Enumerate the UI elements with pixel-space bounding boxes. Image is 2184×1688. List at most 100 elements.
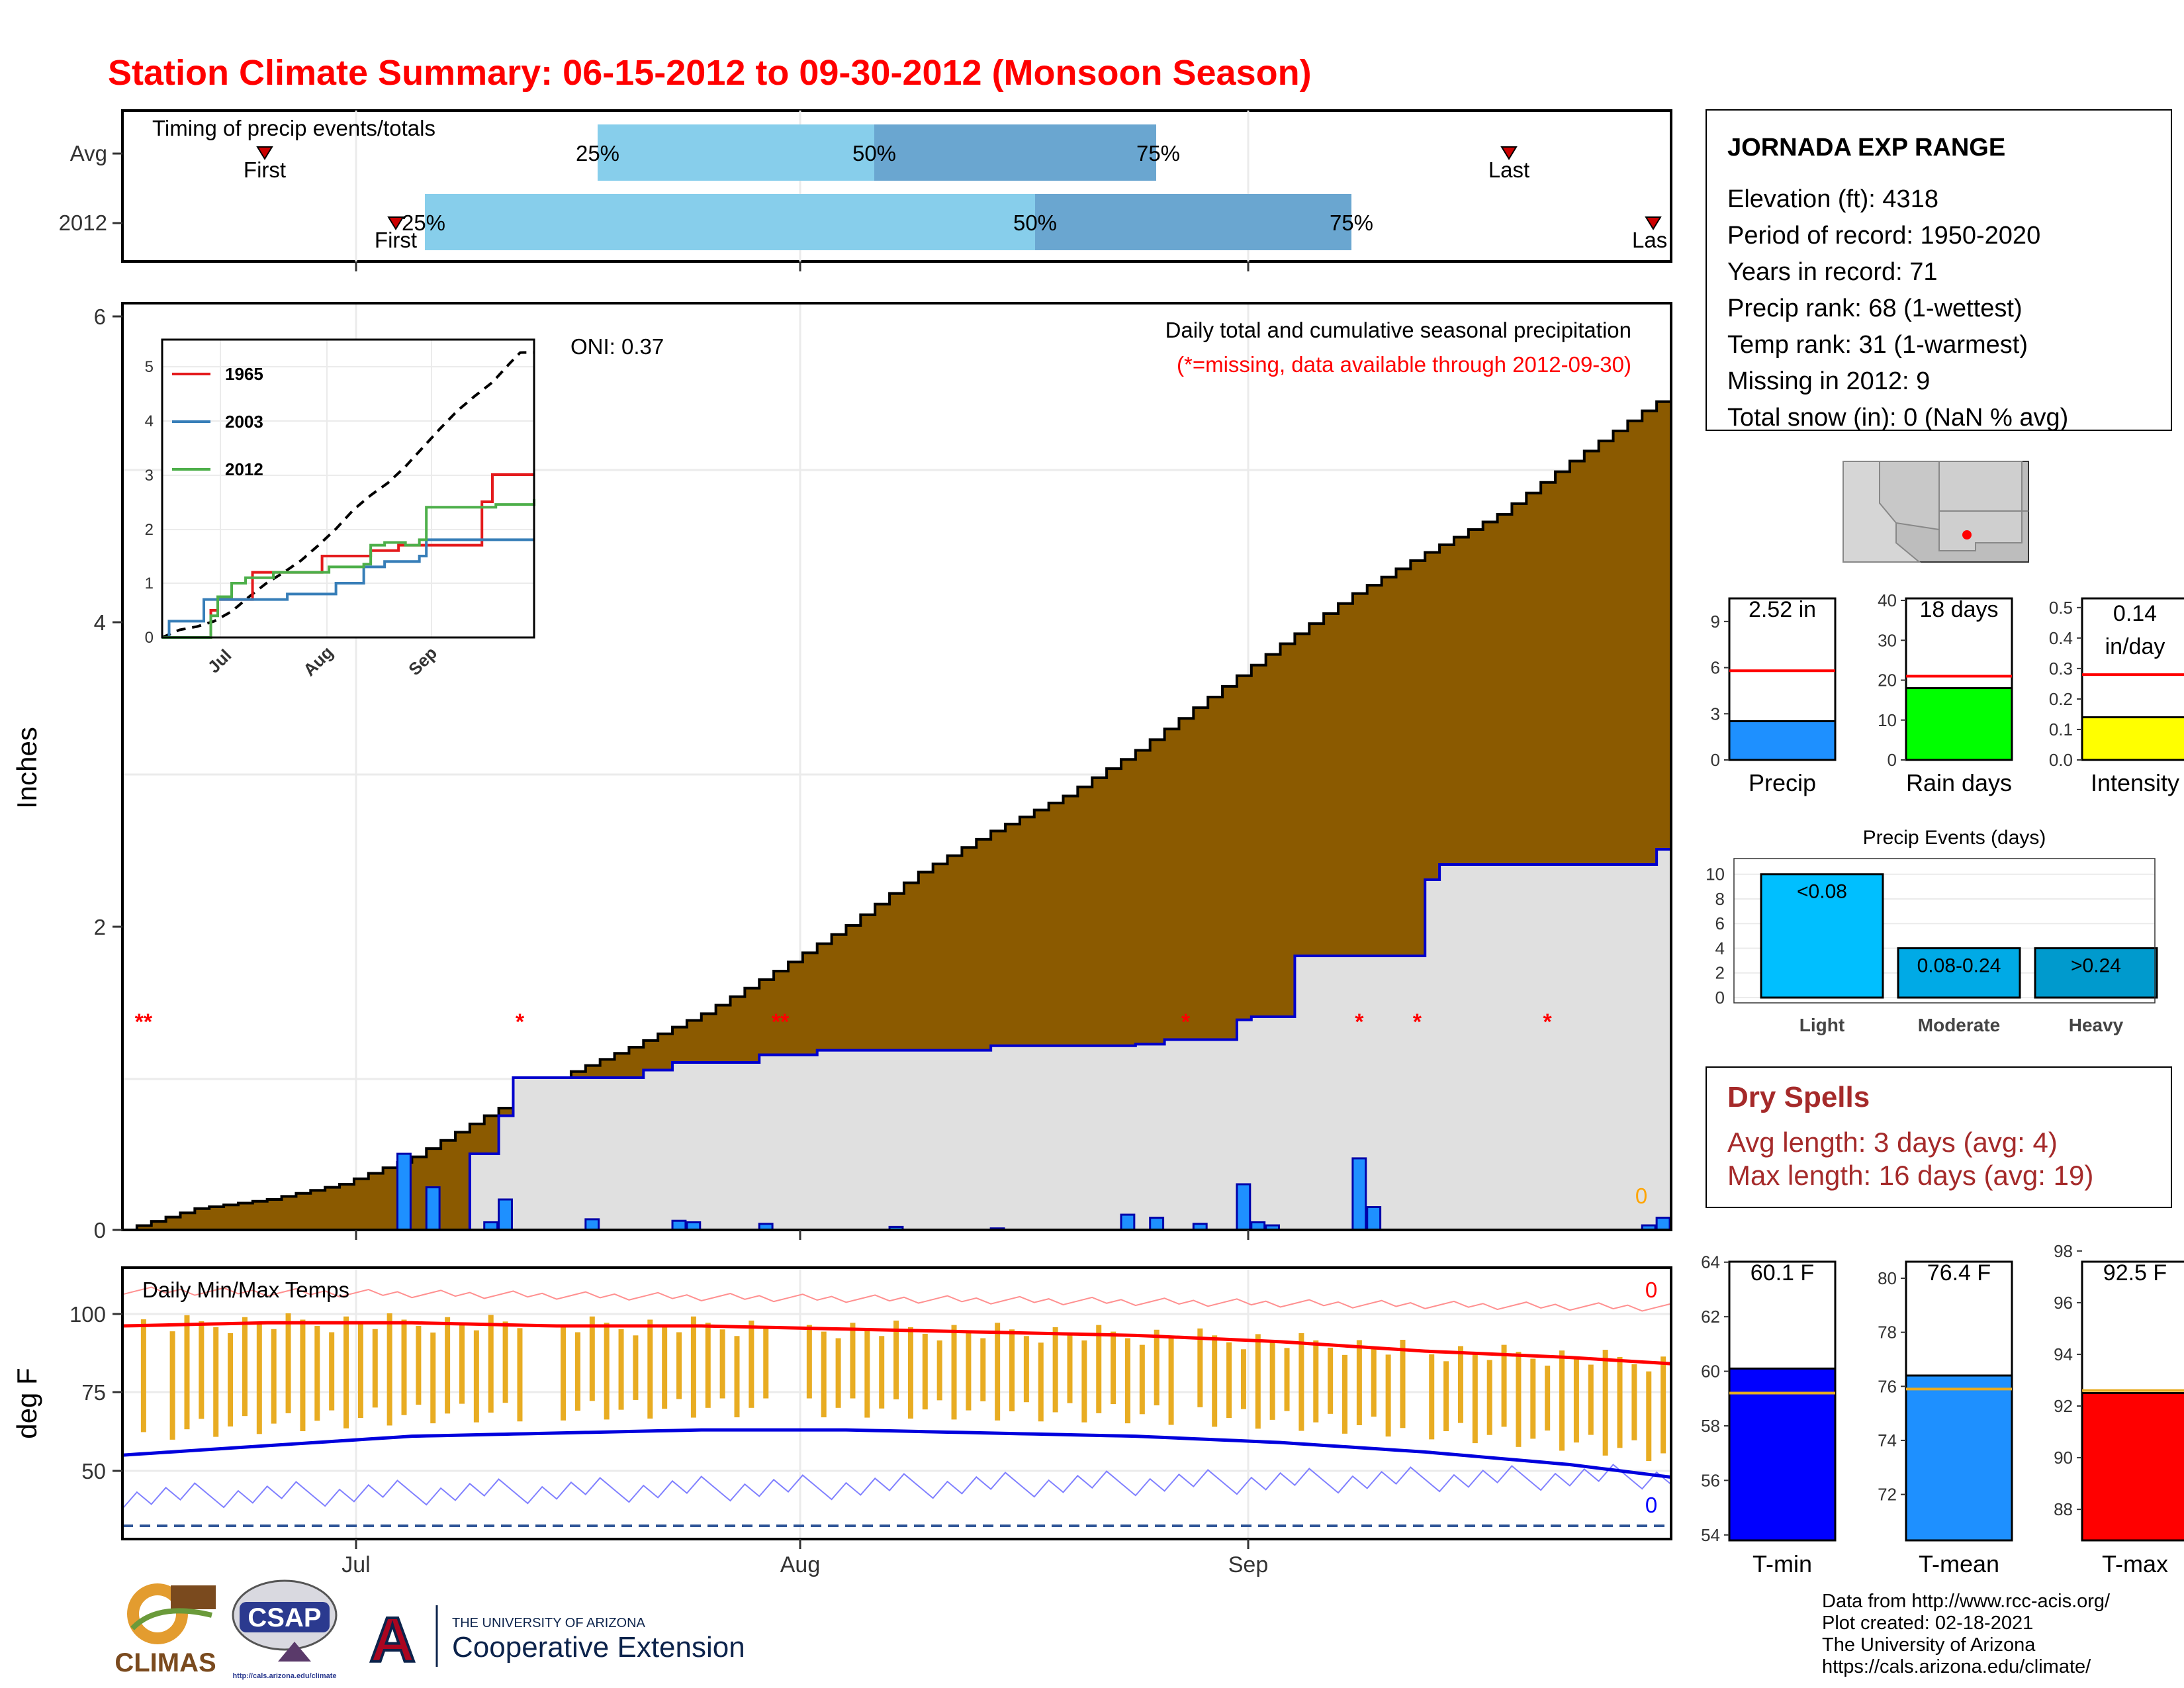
- daily-temp-range-bar: [1298, 1333, 1304, 1431]
- mini-category-label: Precip: [1749, 769, 1816, 796]
- events-bars: <0.08 0.08-0.24 >0.24: [1760, 873, 2158, 999]
- timing-avg-bar-q2: [874, 124, 1156, 181]
- daily-temp-range-bar: [1385, 1354, 1391, 1437]
- temp-mini-category-label: T-mean: [1919, 1550, 1999, 1577]
- footer-line-2: Plot created: 02-18-2021: [1822, 1613, 2033, 1634]
- average-max-line: [122, 1321, 1672, 1366]
- daily-temp-range-bar: [1284, 1348, 1290, 1411]
- missing-markers: ** * ** * * * *: [135, 1009, 1553, 1035]
- timing-2012-bar-q2: [1035, 194, 1351, 250]
- temp-mini-ytick: 56: [1701, 1470, 1720, 1490]
- daily-temp-range-bar: [734, 1336, 740, 1418]
- daily-temp-range-bar: [1472, 1352, 1478, 1444]
- temp-ytick-75: 75: [81, 1380, 106, 1405]
- ua-logo-line-2: Cooperative Extension: [452, 1631, 745, 1664]
- daily-temp-range-bar: [676, 1332, 682, 1399]
- inset-ytick-0: 0: [145, 629, 154, 647]
- timing-2012-bar-q1: [425, 194, 1035, 250]
- daily-temp-range-bar: [1313, 1340, 1319, 1423]
- daily-temp-range-bar: [1081, 1340, 1087, 1423]
- daily-temp-range-bar: [835, 1338, 841, 1408]
- temperature-panel: Daily Min/Max Temps 0 0 deg F 50 75 100 …: [11, 261, 1672, 1577]
- precip-frame: [121, 302, 1672, 1231]
- mini-ytick: 3: [1711, 704, 1720, 724]
- precip-ytick-2: 2: [94, 915, 106, 939]
- daily-temp-range-bar: [1255, 1334, 1261, 1429]
- temp-frame: [121, 1266, 1672, 1540]
- daily-temp-range-bar: [1501, 1344, 1507, 1427]
- mini-bar-rain-days: [1905, 687, 2013, 761]
- station-snow: Total snow (in): 0 (NaN % avg): [1727, 404, 2068, 432]
- location-map: [1843, 461, 2029, 563]
- inset-legend-2012: 2012: [225, 459, 263, 479]
- temp-mini-ytick: 72: [1878, 1485, 1897, 1505]
- precip-zero-count: 0: [1635, 1184, 1647, 1208]
- temp-mini-ytick: 60: [1701, 1362, 1720, 1382]
- inset-chart: 0 1 2 3 4 5 Jul Aug Sep 1965 2003 2012: [145, 338, 535, 680]
- daily-temp-range-bar: [357, 1323, 363, 1419]
- daily-temp-range-bar: [430, 1333, 436, 1424]
- daily-temp-range-bar: [1661, 1356, 1666, 1454]
- record-max-line: [122, 1286, 1672, 1312]
- mini-ytick: 0.5: [2049, 598, 2073, 618]
- timing-2012-p25: 25%: [402, 211, 445, 235]
- daily-temp-range-bar: [1588, 1364, 1594, 1435]
- temp-mini-ytick: 80: [1878, 1268, 1897, 1288]
- daily-temp-range-bar: [966, 1331, 972, 1411]
- daily-precip-bar: [1120, 1213, 1136, 1231]
- temp-mini-ytick: 62: [1701, 1307, 1720, 1327]
- inset-legend-2003: 2003: [225, 412, 263, 432]
- daily-temp-range-bar: [401, 1319, 407, 1415]
- temp-mini-ytick: 64: [1701, 1252, 1720, 1272]
- inset-frame: [161, 338, 535, 639]
- precip-ytick-0: 0: [94, 1218, 106, 1243]
- daily-temp-range-bar: [1052, 1327, 1058, 1413]
- timing-avg-p50: 50%: [852, 141, 896, 165]
- daily-temp-range-bar: [604, 1323, 610, 1420]
- precip-legend-title: Daily total and cumulative seasonal prec…: [1165, 318, 1631, 342]
- events-bar-light: [1760, 873, 1884, 999]
- mini-ytick: 10: [1878, 710, 1897, 730]
- timing-panel: Timing of precip events/totals Avg 2012 …: [59, 109, 1672, 263]
- footer-line-3: The University of Arizona: [1822, 1634, 2036, 1656]
- mini-ytick: 9: [1711, 612, 1720, 632]
- mini-ytick: 0.2: [2049, 689, 2073, 709]
- missing-marker: *: [516, 1009, 525, 1035]
- daily-temp-range-bar: [140, 1319, 146, 1432]
- daily-temp-range-bar: [1038, 1342, 1044, 1422]
- daily-temp-range-bar: [864, 1329, 870, 1418]
- daily-temp-range-bar: [850, 1323, 856, 1399]
- precip-ytick-4: 4: [94, 610, 106, 635]
- dry-spells-frame: [1706, 1066, 2172, 1208]
- daily-precip-bar: [1149, 1217, 1165, 1231]
- daily-temp-range-bar: [705, 1323, 711, 1408]
- daily-temp-range-bar: [1559, 1350, 1565, 1451]
- mini-bar-intensity: [2081, 716, 2184, 761]
- daily-temp-range-bar: [633, 1335, 639, 1400]
- events-bar-heavy: [2034, 947, 2158, 999]
- daily-temp-range-bar: [1067, 1333, 1073, 1403]
- temp-frame-bg: [122, 1268, 1671, 1539]
- mini-value-label: 0.14: [2113, 601, 2157, 626]
- daily-temp-range-bar: [936, 1340, 942, 1401]
- temp-mini-value-label: 92.5 F: [2103, 1260, 2167, 1286]
- inset-average-line: [161, 351, 534, 639]
- events-bar-label: >0.24: [2071, 955, 2121, 976]
- daily-precip-bar: [1366, 1206, 1382, 1231]
- timing-avg-last-label: Last: [1488, 158, 1529, 182]
- events-xlabel: Moderate: [1918, 1015, 2000, 1035]
- daily-temp-range-bar: [271, 1329, 277, 1424]
- timing-avg-last-marker: [1500, 146, 1518, 160]
- daily-temp-range-bar: [561, 1326, 567, 1421]
- timing-2012-first-marker: [387, 216, 404, 230]
- daily-temp-range-bar: [1212, 1335, 1218, 1427]
- daily-temp-range-bar: [922, 1333, 928, 1410]
- timing-row-avg: Avg: [70, 141, 107, 165]
- daily-temp-range-bar: [1154, 1329, 1160, 1405]
- daily-precip-bar: [396, 1152, 412, 1231]
- daily-temp-range-bar: [256, 1323, 262, 1434]
- csap-logo: CSAP http://cals.arizona.edu/climate: [232, 1579, 338, 1680]
- station-years: Years in record: 71: [1727, 258, 1938, 286]
- daily-temp-range-bar: [763, 1327, 769, 1399]
- inset-ytick-4: 4: [145, 412, 154, 430]
